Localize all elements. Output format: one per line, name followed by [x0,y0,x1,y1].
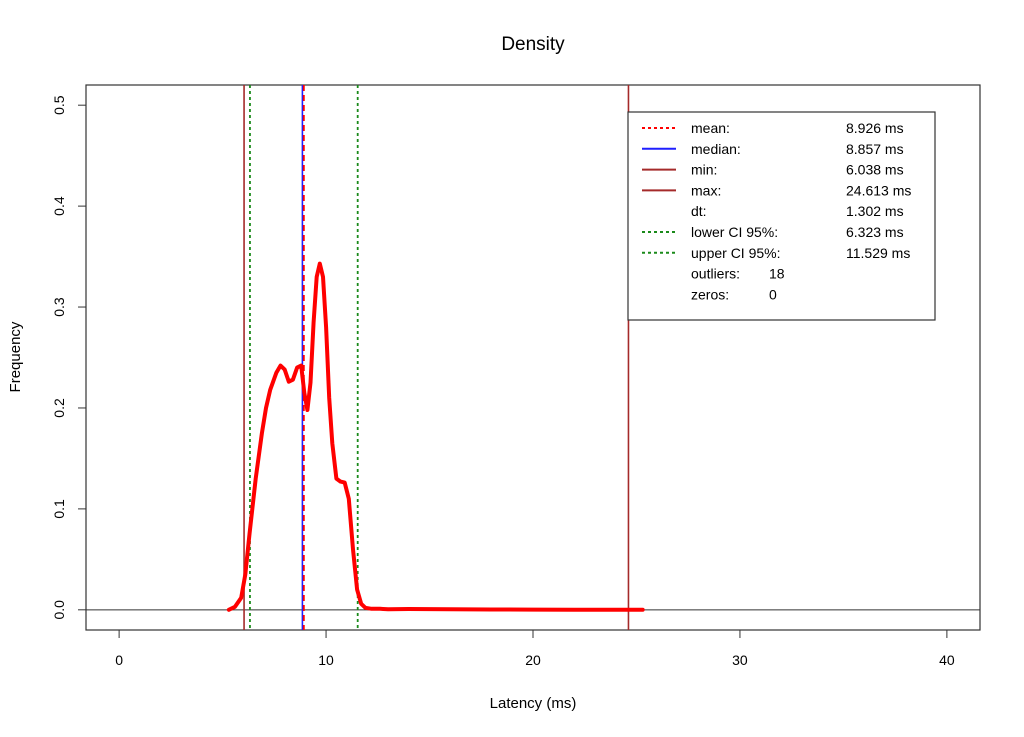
y-tick-label: 0.3 [51,297,67,317]
legend-value: 0 [769,286,777,302]
density-curve [226,261,645,612]
legend-label: lower CI 95%: [691,224,778,240]
legend-value: 24.613 ms [846,182,911,198]
legend-value: 11.529 ms [846,245,910,261]
legend-label: upper CI 95%: [691,245,781,261]
x-tick-label: 30 [732,652,748,668]
legend-value: 8.926 ms [846,120,904,136]
legend-label: min: [691,162,717,178]
y-tick-label: 0.5 [51,95,67,115]
legend-label: dt: [691,203,707,219]
legend-value: 18 [769,266,785,282]
legend-label: outliers: [691,266,740,282]
x-tick-label: 0 [115,652,123,668]
plot-area: 0 10 20 30 40 0.0 0.1 0.2 0.3 0.4 0.5 [51,84,981,668]
legend-value: 6.323 ms [846,224,904,240]
x-tick-label: 10 [318,652,334,668]
legend-box [627,111,936,321]
y-tick-label: 0.4 [51,196,67,216]
legend-value: 8.857 ms [846,141,904,157]
x-axis-label: Latency (ms) [490,695,577,712]
legend-value: 1.302 ms [846,203,904,219]
x-tick-label: 20 [525,652,541,668]
legend-label: zeros: [691,286,729,302]
legend-label: median: [691,141,741,157]
legend-label: mean: [691,120,730,136]
y-tick-label: 0.1 [51,499,67,519]
y-tick-label: 0.0 [51,600,67,620]
x-tick-label: 40 [939,652,955,668]
chart-title: Density [501,34,565,55]
legend-value: 6.038 ms [846,162,904,178]
y-axis-label: Frequency [7,321,24,392]
legend: mean: 8.926 ms median: 8.857 ms min: 6.038 ms… [627,111,936,321]
legend-label: max: [691,182,721,198]
y-tick-label: 0.2 [51,398,67,418]
